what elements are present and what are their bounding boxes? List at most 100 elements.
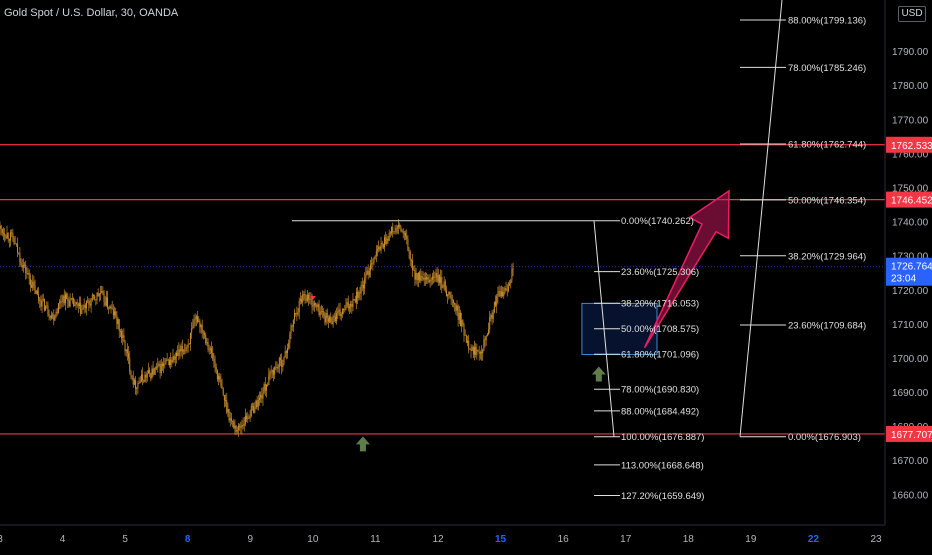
- candle-body: [393, 231, 395, 233]
- candle-body: [109, 306, 111, 309]
- candle-body: [318, 304, 320, 316]
- candle-body: [3, 233, 5, 234]
- candle-body: [362, 285, 364, 289]
- down-triangle-marker: [309, 296, 316, 300]
- candle-body: [296, 313, 298, 315]
- candle-body: [402, 231, 404, 234]
- candle-body: [327, 318, 329, 322]
- candle-body: [255, 400, 257, 409]
- fib-left-label: 0.00%(1740.262): [621, 216, 694, 227]
- candle-body: [308, 294, 310, 300]
- candle-body: [417, 272, 419, 281]
- candle-body: [159, 363, 161, 374]
- candle-body: [461, 320, 463, 327]
- candle-body: [499, 291, 501, 297]
- candle-body: [114, 311, 116, 316]
- candle-body: [105, 297, 107, 306]
- candle-body: [24, 264, 26, 266]
- candle-body: [360, 284, 362, 294]
- candle-body: [180, 346, 182, 352]
- candle-body: [394, 231, 396, 233]
- candle-body: [391, 227, 393, 234]
- candle-body: [20, 262, 22, 265]
- candle-body: [202, 332, 204, 334]
- candle-body: [343, 309, 345, 310]
- candle-body: [223, 395, 225, 401]
- candle-body: [298, 300, 300, 312]
- candle-body: [146, 373, 148, 378]
- candle-body: [225, 400, 227, 401]
- x-tick-label: 10: [307, 534, 319, 545]
- candle-body: [437, 274, 439, 282]
- candle-body: [206, 342, 208, 344]
- candle-body: [172, 356, 174, 363]
- candle-body: [1, 228, 3, 234]
- candle-body: [463, 324, 465, 336]
- fib-left-label: 127.20%(1659.649): [621, 491, 704, 502]
- candle-body: [137, 383, 139, 388]
- candle-body: [218, 376, 220, 380]
- fib-right-label: 23.60%(1709.684): [788, 320, 866, 331]
- candle-body: [126, 349, 128, 354]
- candle-body: [260, 394, 262, 398]
- candle-body: [375, 250, 377, 256]
- candle-body: [377, 249, 379, 251]
- candle-body: [49, 316, 51, 319]
- x-tick-label: 8: [185, 534, 191, 545]
- candle-body: [198, 320, 200, 322]
- candle-body: [129, 358, 131, 372]
- candle-body: [477, 350, 479, 352]
- candle-body: [82, 307, 84, 310]
- candle-body: [454, 303, 456, 305]
- candle-body: [194, 318, 196, 321]
- candle-body: [309, 298, 311, 300]
- candle-body: [311, 298, 313, 307]
- candle-body: [278, 358, 280, 368]
- candle-body: [497, 292, 499, 297]
- candle-body: [509, 283, 511, 286]
- candle-body: [144, 374, 146, 382]
- candle-body: [208, 349, 210, 351]
- fib-left-label: 50.00%(1708.575): [621, 324, 699, 335]
- candle-body: [333, 316, 335, 317]
- up-arrow-marker: [355, 436, 370, 452]
- candle-body: [0, 225, 1, 229]
- candle-body: [112, 308, 114, 316]
- candle-body: [406, 236, 408, 240]
- candle-body: [484, 339, 486, 341]
- candle-body: [90, 300, 92, 306]
- candle-body: [200, 324, 202, 328]
- candle-body: [332, 316, 334, 325]
- candle-body: [10, 232, 12, 241]
- x-tick-label: 22: [808, 534, 820, 545]
- candle-body: [35, 290, 37, 294]
- candle-body: [365, 273, 367, 279]
- candle-body: [510, 279, 512, 284]
- candle-body: [243, 423, 245, 426]
- fib-right-label: 38.20%(1729.964): [788, 251, 866, 262]
- x-tick-label: 11: [370, 534, 381, 545]
- level-price-label: 1746.452: [891, 196, 932, 207]
- currency-button[interactable]: USD: [898, 6, 926, 22]
- candle-body: [157, 364, 159, 369]
- candle-body: [392, 227, 394, 233]
- candle-body: [276, 366, 278, 369]
- candle-body: [444, 281, 446, 291]
- candle-body: [205, 334, 207, 344]
- candle-body: [121, 331, 123, 338]
- candle-body: [456, 305, 458, 311]
- candle-body: [167, 359, 169, 361]
- candle-body: [235, 425, 237, 432]
- candle-body: [175, 352, 177, 357]
- candle-body: [5, 236, 7, 239]
- candle-body: [448, 291, 450, 295]
- candle-body: [310, 298, 312, 300]
- candle-body: [54, 316, 56, 321]
- candle-body: [233, 421, 235, 429]
- candle-body: [6, 232, 8, 239]
- candle-body: [147, 369, 149, 374]
- candle-body: [12, 233, 14, 239]
